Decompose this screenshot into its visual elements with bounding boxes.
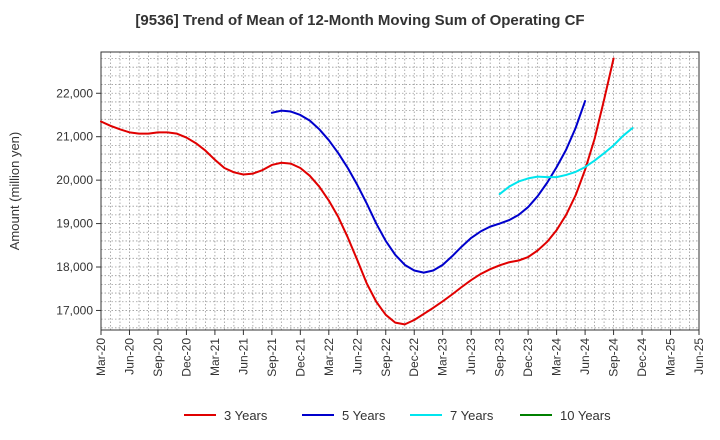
plot-frame — [100, 51, 700, 331]
x-tick-label: Dec-23 — [521, 338, 535, 377]
x-tick-label: Mar-20 — [94, 338, 108, 376]
y-tick-label: 20,000 — [56, 173, 93, 187]
x-tick-label: Dec-20 — [179, 338, 193, 377]
y-axis-label: Amount (million yen) — [7, 132, 22, 251]
y-tick-label: 19,000 — [56, 217, 93, 231]
series-line-7-years — [498, 127, 634, 196]
x-tick-label: Mar-22 — [322, 338, 336, 376]
x-tick-label: Jun-22 — [350, 338, 364, 375]
x-tick-label: Dec-22 — [407, 338, 421, 377]
legend: 3 Years 5 Years 7 Years 10 Years — [184, 408, 611, 423]
x-tick-label: Jun-23 — [464, 338, 478, 375]
series-lines — [100, 57, 634, 326]
legend-label: 10 Years — [560, 408, 611, 423]
series-line-3-years — [100, 57, 615, 326]
x-tick-label: Mar-23 — [436, 338, 450, 376]
chart-title: [9536] Trend of Mean of 12-Month Moving … — [135, 12, 585, 29]
x-tick-label: Jun-20 — [122, 338, 136, 375]
x-tick-label: Mar-25 — [664, 338, 678, 376]
y-axis-ticks: 17,000 18,000 19,000 20,000 21,000 22,000 — [56, 86, 101, 317]
legend-label: 5 Years — [342, 408, 386, 423]
x-tick-label: Dec-24 — [635, 338, 649, 377]
y-tick-label: 18,000 — [56, 260, 93, 274]
x-tick-label: Mar-24 — [550, 338, 564, 376]
legend-label: 7 Years — [450, 408, 494, 423]
x-tick-label: Jun-24 — [578, 338, 592, 375]
x-axis-ticks: Mar-20 Jun-20 Sep-20 Dec-20 Mar-21 Jun-21 Sep-… — [94, 330, 706, 377]
y-tick-label: 22,000 — [56, 86, 93, 100]
x-tick-label: Mar-21 — [208, 338, 222, 376]
x-tick-label: Sep-21 — [265, 338, 279, 377]
x-tick-label: Sep-20 — [151, 338, 165, 377]
y-tick-label: 21,000 — [56, 130, 93, 144]
x-tick-label: Sep-23 — [493, 338, 507, 377]
x-tick-label: Sep-24 — [607, 338, 621, 377]
x-tick-label: Sep-22 — [379, 338, 393, 377]
legend-label: 3 Years — [224, 408, 268, 423]
x-tick-label: Jun-25 — [692, 338, 706, 375]
y-tick-label: 17,000 — [56, 303, 93, 317]
x-tick-label: Dec-21 — [293, 338, 307, 377]
series-line-5-years — [270, 100, 587, 274]
x-tick-label: Jun-21 — [236, 338, 250, 375]
grid-lines — [101, 52, 699, 330]
plot-area — [101, 52, 699, 330]
